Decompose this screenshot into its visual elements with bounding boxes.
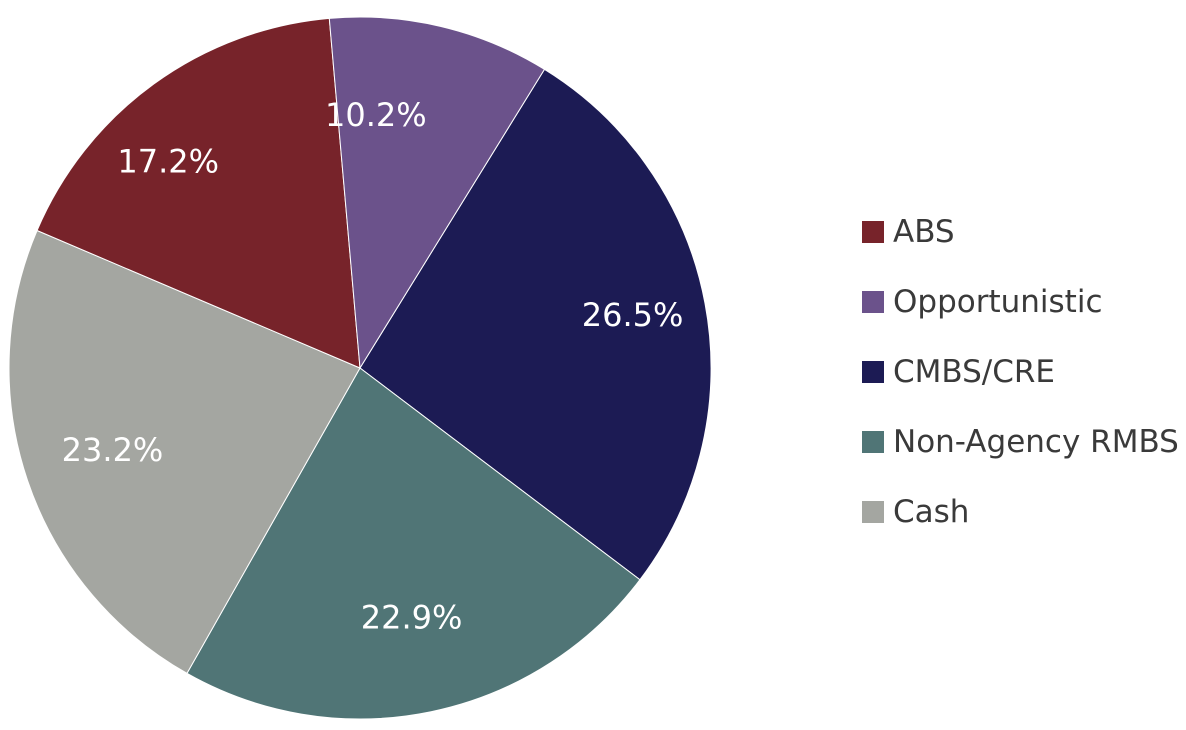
legend-swatch-non-agency-rmbs [862, 431, 884, 453]
pie-slices [8, 16, 712, 720]
legend-swatch-opportunistic [862, 291, 884, 313]
legend-item-opportunistic: Opportunistic [862, 284, 1103, 320]
legend-item-cmbs-cre: CMBS/CRE [862, 354, 1055, 390]
legend-item-cash: Cash [862, 494, 969, 530]
pie-slice-cmbs-cre [359, 68, 712, 581]
pie-slice-opportunistic [328, 16, 546, 370]
legend-item-abs: ABS [862, 214, 955, 250]
legend-label-cmbs-cre: CMBS/CRE [893, 354, 1055, 390]
legend-item-non-agency-rmbs: Non-Agency RMBS [862, 424, 1179, 460]
data-label-opportunistic: 10.2% [325, 96, 427, 134]
legend-label-non-agency-rmbs: Non-Agency RMBS [893, 424, 1179, 460]
pie-data-labels: 26.5% 22.9% 23.2% 17.2% 10.2% [62, 96, 684, 637]
data-label-abs: 17.2% [117, 143, 219, 181]
pie-slice-cash [8, 229, 361, 675]
legend-label-opportunistic: Opportunistic [893, 284, 1103, 320]
data-label-cmbs-cre: 26.5% [582, 296, 684, 334]
pie-slice-non-agency-rmbs [186, 367, 641, 720]
legend-label-abs: ABS [893, 214, 955, 250]
pie-slice-abs [36, 17, 361, 369]
legend-swatch-cmbs-cre [862, 361, 884, 383]
data-label-non-agency-rmbs: 22.9% [361, 599, 463, 637]
legend: ABS Opportunistic CMBS/CRE Non-Agency RMBS C… [862, 214, 1179, 530]
data-label-cash: 23.2% [62, 431, 164, 469]
legend-swatch-cash [862, 501, 884, 523]
legend-label-cash: Cash [893, 494, 969, 530]
legend-swatch-abs [862, 221, 884, 243]
